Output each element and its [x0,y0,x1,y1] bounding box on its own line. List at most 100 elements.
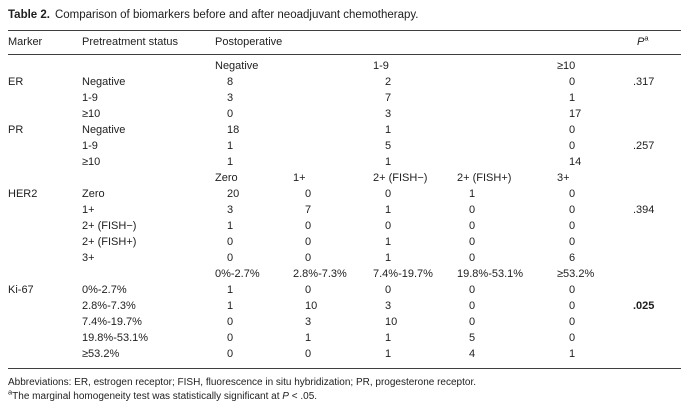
cell-value: 0 [385,220,392,232]
cell-value: 1 [569,92,576,104]
cell-value: 1 [385,204,392,216]
column-subheader: 1-9 [373,60,389,72]
cell-p-value [628,250,681,266]
cell-value: 6 [569,252,576,264]
cell-marker [8,346,82,362]
cell-p-value [628,186,681,202]
cell-value: 0 [569,332,576,344]
cell-pretreatment: 7.4%-19.7% [82,316,142,328]
table-row: PR Negative 18 1 0 [8,122,681,138]
cell-marker [8,58,82,74]
cell-value: 0 [569,300,576,312]
cell-pretreatment: 2+ (FISH+) [82,236,137,248]
footnote-marker: a [8,387,13,397]
table-row: 3+ 0 0 1 0 6 [8,250,681,266]
cell-value: 3 [385,108,392,120]
cell-value: 17 [569,108,582,120]
cell-value: 0 [569,140,576,152]
cell-value: 18 [227,124,240,136]
cell-value: 1 [469,188,476,200]
cell-pretreatment [82,58,215,74]
cell-marker [8,298,82,314]
cell-pretreatment: 3+ [82,252,95,264]
cell-p-value [628,266,681,282]
cell-value [293,90,373,106]
cell-value: 0 [385,284,392,296]
cell-value: 7 [385,92,392,104]
table-header-row: Marker Pretreatment status Postoperative… [8,31,681,55]
table-row: ER Negative 8 2 0 .317 [8,74,681,90]
cell-p-value: .317 [633,76,655,88]
cell-p-value [628,154,681,170]
cell-p-value [628,234,681,250]
cell-p-value [628,106,681,122]
col-header-p-value: Pa [628,31,681,54]
table-row: 2.8%-7.3% 1 10 3 0 0 .025 [8,298,681,314]
cell-value: 0 [569,76,576,88]
cell-marker: HER2 [8,188,38,200]
cell-value: 2 [385,76,392,88]
cell-p-value [628,330,681,346]
cell-value: 1 [385,348,392,360]
footnote-p-symbol: P [282,390,289,402]
cell-marker [8,138,82,154]
cell-value: 5 [385,140,392,152]
cell-value: 1 [227,156,234,168]
cell-marker [8,106,82,122]
cell-pretreatment: ≥10 [82,156,101,168]
table-row: Ki-67 0%-2.7% 1 0 0 0 0 [8,282,681,298]
cell-value: 0 [469,316,476,328]
cell-marker [8,330,82,346]
column-subheader [293,58,373,74]
cell-value: 1 [385,252,392,264]
cell-p-value: .394 [633,204,655,216]
cell-p-value [628,346,681,362]
cell-value: 0 [569,188,576,200]
cell-pretreatment [82,170,215,186]
cell-value: 0 [569,220,576,232]
cell-value: 0 [469,220,476,232]
table-row: 2+ (FISH+) 0 0 1 0 0 [8,234,681,250]
footnote-significance: aThe marginal homogeneity test was stati… [8,387,681,404]
cell-value: 3 [305,316,312,328]
cell-p-value [628,90,681,106]
cell-pretreatment: 2.8%-7.3% [82,300,136,312]
cell-value: 0 [227,316,234,328]
cell-marker [8,234,82,250]
column-subheader: 7.4%-19.7% [373,268,433,280]
cell-marker [8,314,82,330]
cell-p-value [628,314,681,330]
cell-value: 1 [385,236,392,248]
p-value-footnote-marker: a [644,33,649,43]
cell-value: 0 [227,348,234,360]
col-header-marker: Marker [8,36,43,48]
cell-pretreatment: 19.8%-53.1% [82,332,149,344]
cell-value: 0 [569,204,576,216]
cell-value: 1 [227,220,234,232]
cell-value: 0 [305,284,312,296]
cell-pretreatment: ≥10 [82,108,101,120]
cell-pretreatment: ≥53.2% [82,348,120,360]
cell-p-value: .025 [633,300,655,312]
cell-value: 0 [227,236,234,248]
cell-pretreatment: 1+ [82,204,95,216]
cell-pretreatment: Zero [82,188,105,200]
cell-value: 0 [305,236,312,248]
table-row: 2+ (FISH−) 1 0 0 0 0 [8,218,681,234]
cell-p-value [628,58,681,74]
cell-p-value [628,282,681,298]
col-header-pretreatment: Pretreatment status [82,36,178,48]
cell-p-value: .257 [633,140,655,152]
table-number: Table 2. [8,9,50,21]
cell-value: 0 [469,300,476,312]
cell-value: 1 [227,300,234,312]
column-subheader: 1+ [293,172,306,184]
column-subheader: 3+ [557,172,570,184]
cell-pretreatment: 2+ (FISH−) [82,220,137,232]
cell-marker [8,90,82,106]
table-row: 1-9 3 7 1 [8,90,681,106]
column-subheader [457,58,557,74]
cell-value: 14 [569,156,582,168]
column-subheader: 2.8%-7.3% [293,268,347,280]
cell-p-value [628,122,681,138]
